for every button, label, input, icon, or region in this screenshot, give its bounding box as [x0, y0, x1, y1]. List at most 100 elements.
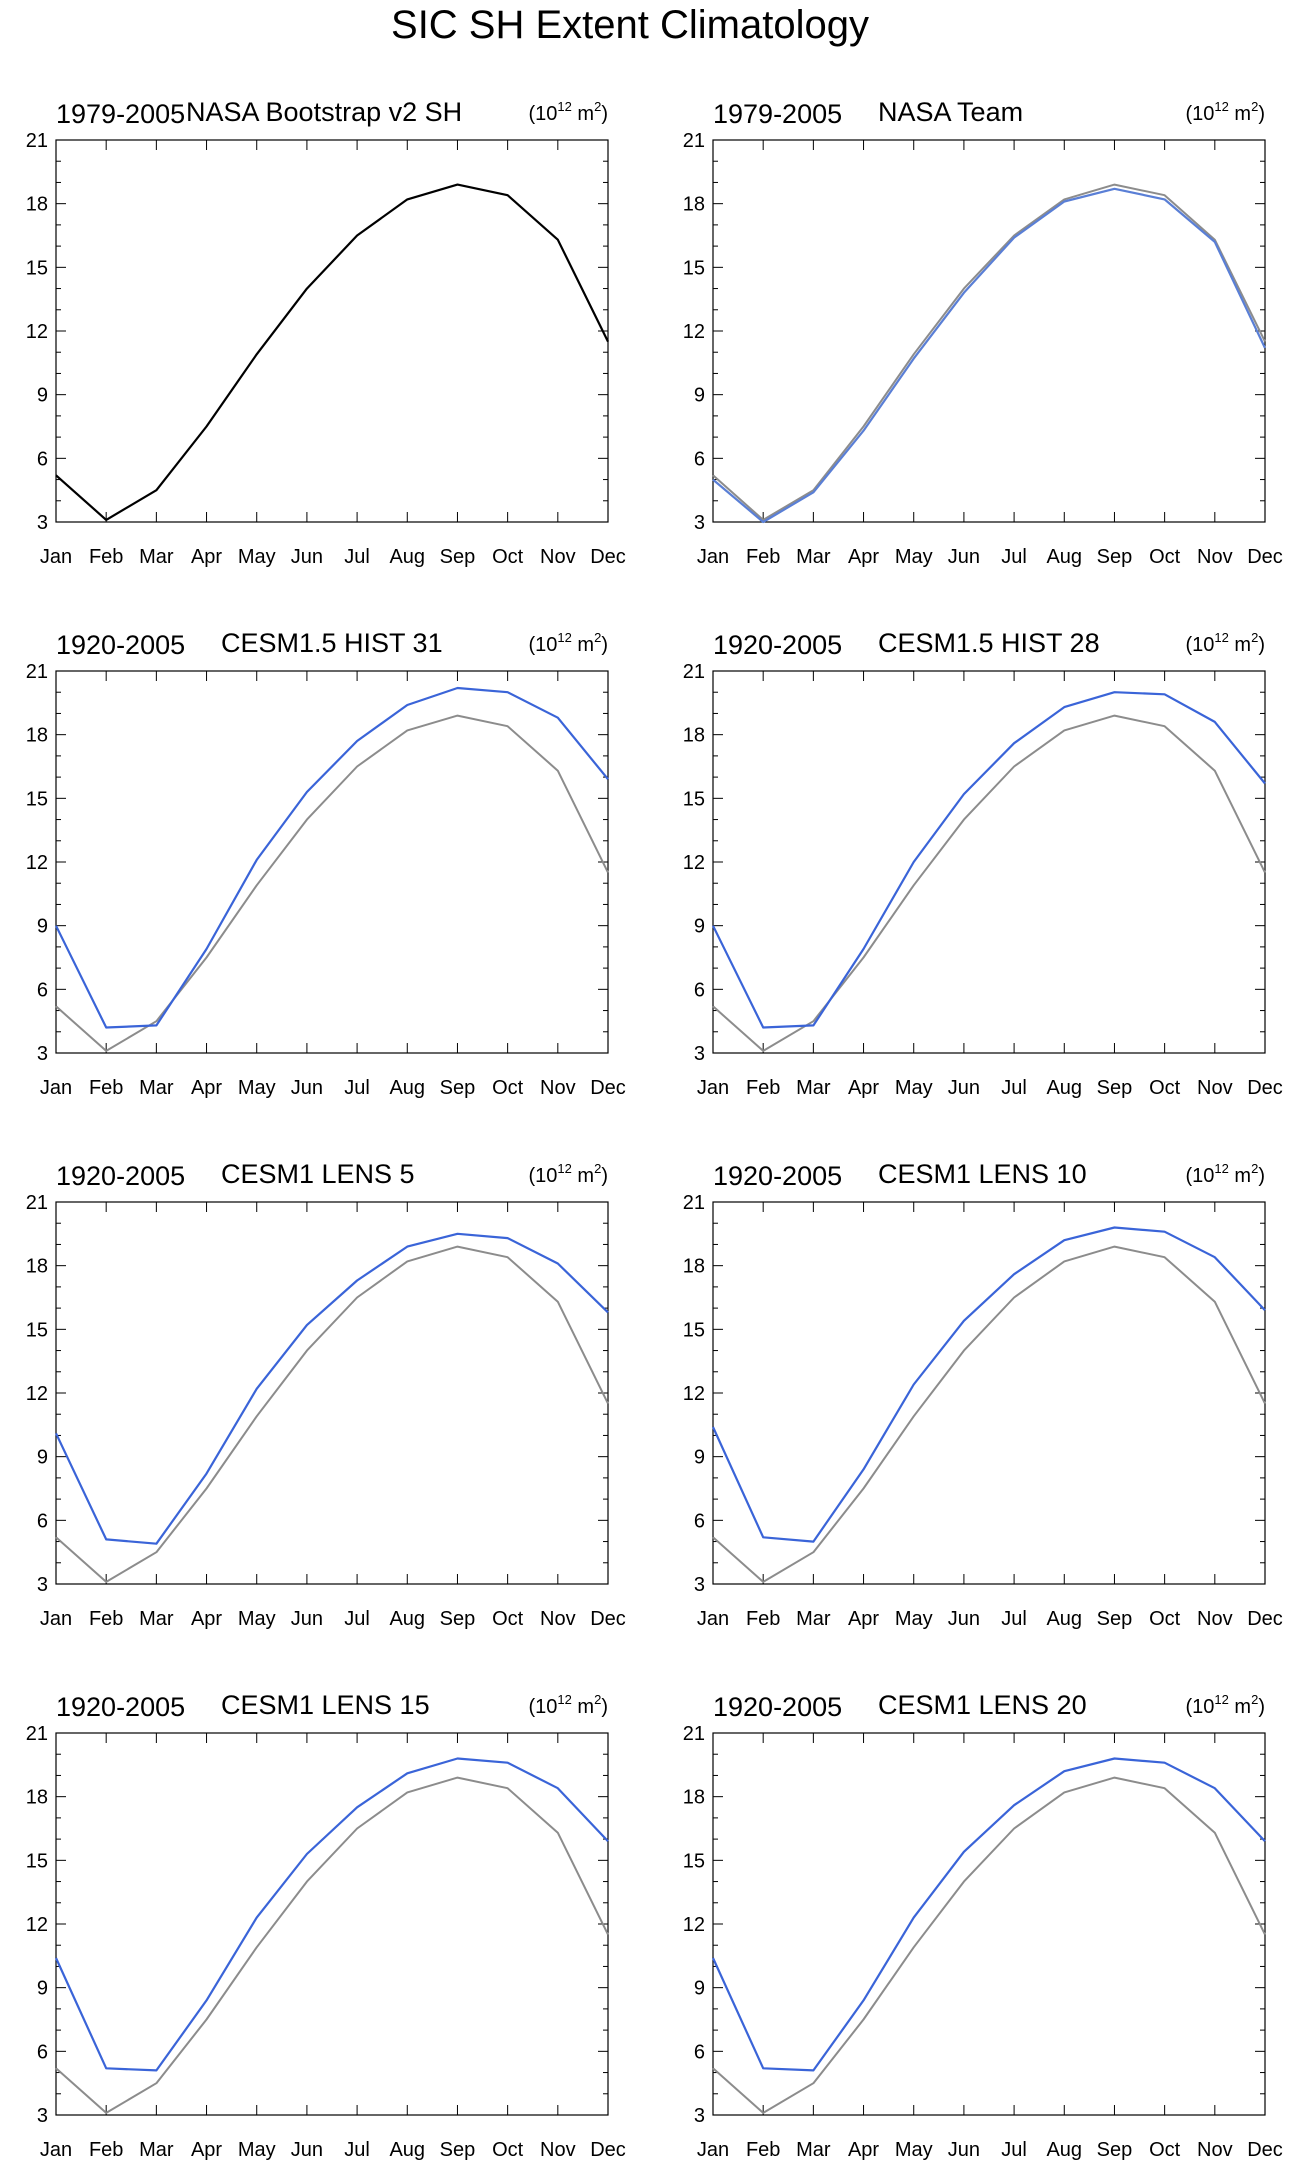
units-suffix: ): [1258, 634, 1265, 656]
y-tick-label: 9: [37, 916, 48, 938]
panel-period-label: 1979-2005: [56, 99, 185, 129]
x-tick-label: Aug: [389, 546, 425, 568]
panel-grid: 1979-2005 NASA Bootstrap v2 SH (1012 m2) 3 6…: [26, 97, 1283, 2161]
series-line-model: [711, 1757, 1266, 2072]
y-tick-label: 12: [26, 1383, 48, 1405]
y-tick-label: 12: [26, 321, 48, 343]
units-exponent: 12: [557, 1161, 571, 1176]
x-tick-label: Sep: [440, 2139, 476, 2161]
x-tick-label: Jun: [948, 1608, 980, 1630]
x-tick-label: Nov: [540, 546, 576, 568]
x-tick-label: Aug: [389, 1608, 425, 1630]
series-line-ref: [55, 1776, 609, 2114]
y-tick-label: 21: [683, 1723, 705, 1745]
y-tick-label: 21: [26, 661, 48, 683]
series-line-obs: [55, 183, 609, 522]
x-tick-label: Nov: [540, 1608, 576, 1630]
chart-panel-3: 1920-2005 CESM1.5 HIST 31 (1012 m2)3691215…: [26, 628, 626, 1099]
y-tick-label: 15: [683, 257, 705, 279]
y-tick-label: 3: [694, 1043, 705, 1065]
y-tick-label: 6: [694, 1510, 705, 1532]
y-tick-label: 15: [26, 788, 48, 810]
y-tick-label: 21: [683, 130, 705, 152]
y-tick-label: 3: [37, 2105, 48, 2127]
y-tick-label: 6: [694, 2041, 705, 2063]
x-tick-label: Jun: [291, 1077, 323, 1099]
x-tick-label: Dec: [1247, 1608, 1283, 1630]
panel-units-label: (1012 m2): [1186, 630, 1266, 656]
y-tick-label: 18: [683, 194, 705, 216]
x-tick-label: Jul: [344, 1077, 370, 1099]
units-suffix: ): [601, 634, 608, 656]
x-tick-label: Jan: [40, 546, 72, 568]
y-tick-label: 12: [683, 321, 705, 343]
panel-title: NASA Bootstrap v2 SH: [186, 97, 462, 127]
chart-panel-8: 1920-2005 CESM1 LENS 20 (1012 m2)369121518…: [683, 1690, 1283, 2161]
y-tick-label: 18: [683, 1787, 705, 1809]
x-tick-label: Feb: [746, 1608, 780, 1630]
units-suffix: ): [601, 1696, 608, 1718]
units-base: m: [1229, 1165, 1251, 1187]
x-tick-label: Apr: [848, 2139, 879, 2161]
x-tick-label: Aug: [389, 1077, 425, 1099]
y-tick-label: 21: [26, 130, 48, 152]
units-suffix: ): [601, 1165, 608, 1187]
units-exponent: 12: [1214, 630, 1228, 645]
panel-title: CESM1 LENS 20: [878, 1690, 1087, 1720]
x-tick-label: Jul: [1001, 1608, 1027, 1630]
x-tick-label: Jun: [948, 546, 980, 568]
y-tick-label: 6: [37, 979, 48, 1001]
y-tick-label: 15: [683, 788, 705, 810]
series-line-model: [711, 1226, 1266, 1543]
units-base: m: [1229, 1696, 1251, 1718]
y-tick-label: 9: [694, 916, 705, 938]
x-tick-label: May: [238, 1077, 276, 1099]
y-tick-label: 21: [26, 1723, 48, 1745]
units-base: m: [572, 1696, 594, 1718]
x-tick-label: May: [238, 546, 276, 568]
y-tick-label: 12: [26, 852, 48, 874]
x-tick-label: May: [895, 1608, 933, 1630]
units-base: m: [572, 634, 594, 656]
x-tick-label: Jun: [291, 1608, 323, 1630]
y-tick-label: 12: [26, 1914, 48, 1936]
x-tick-label: Jan: [40, 1608, 72, 1630]
x-tick-label: Apr: [848, 1077, 879, 1099]
series-line-nasa_team: [712, 187, 1266, 524]
x-tick-label: Sep: [440, 1077, 476, 1099]
chart-panel-2: 1979-2005 NASA Team (1012 m2)36912151821Ja…: [683, 97, 1283, 568]
y-tick-label: 12: [683, 1914, 705, 1936]
x-tick-label: Sep: [1097, 2139, 1133, 2161]
y-tick-label: 6: [37, 2041, 48, 2063]
y-tick-label: 9: [37, 1978, 48, 2000]
units-suffix: ): [1258, 103, 1265, 125]
x-tick-label: Aug: [1046, 1077, 1082, 1099]
y-tick-label: 9: [37, 385, 48, 407]
y-tick-label: 3: [694, 512, 705, 534]
y-tick-label: 21: [683, 1192, 705, 1214]
y-tick-label: 21: [26, 1192, 48, 1214]
units-suffix: ): [601, 103, 608, 125]
x-tick-label: Dec: [590, 1077, 626, 1099]
units-suffix: ): [1258, 1165, 1265, 1187]
panel-units-label: (1012 m2): [529, 630, 609, 656]
x-tick-label: Oct: [1149, 1077, 1181, 1099]
x-tick-label: Dec: [590, 1608, 626, 1630]
y-tick-label: 6: [694, 979, 705, 1001]
y-tick-label: 12: [683, 1383, 705, 1405]
x-tick-label: Aug: [1046, 1608, 1082, 1630]
x-tick-label: Mar: [796, 2139, 831, 2161]
units-prefix: (10: [1186, 634, 1215, 656]
x-tick-label: Jul: [1001, 546, 1027, 568]
units-exponent: 12: [557, 99, 571, 114]
panel-units-label: (1012 m2): [529, 1692, 609, 1718]
y-tick-label: 15: [683, 1319, 705, 1341]
y-tick-label: 18: [683, 725, 705, 747]
panel-title: CESM1 LENS 10: [878, 1159, 1087, 1189]
units-prefix: (10: [529, 1696, 558, 1718]
units-exponent: 12: [557, 1692, 571, 1707]
x-tick-label: Jan: [697, 2139, 729, 2161]
x-tick-label: Dec: [590, 2139, 626, 2161]
